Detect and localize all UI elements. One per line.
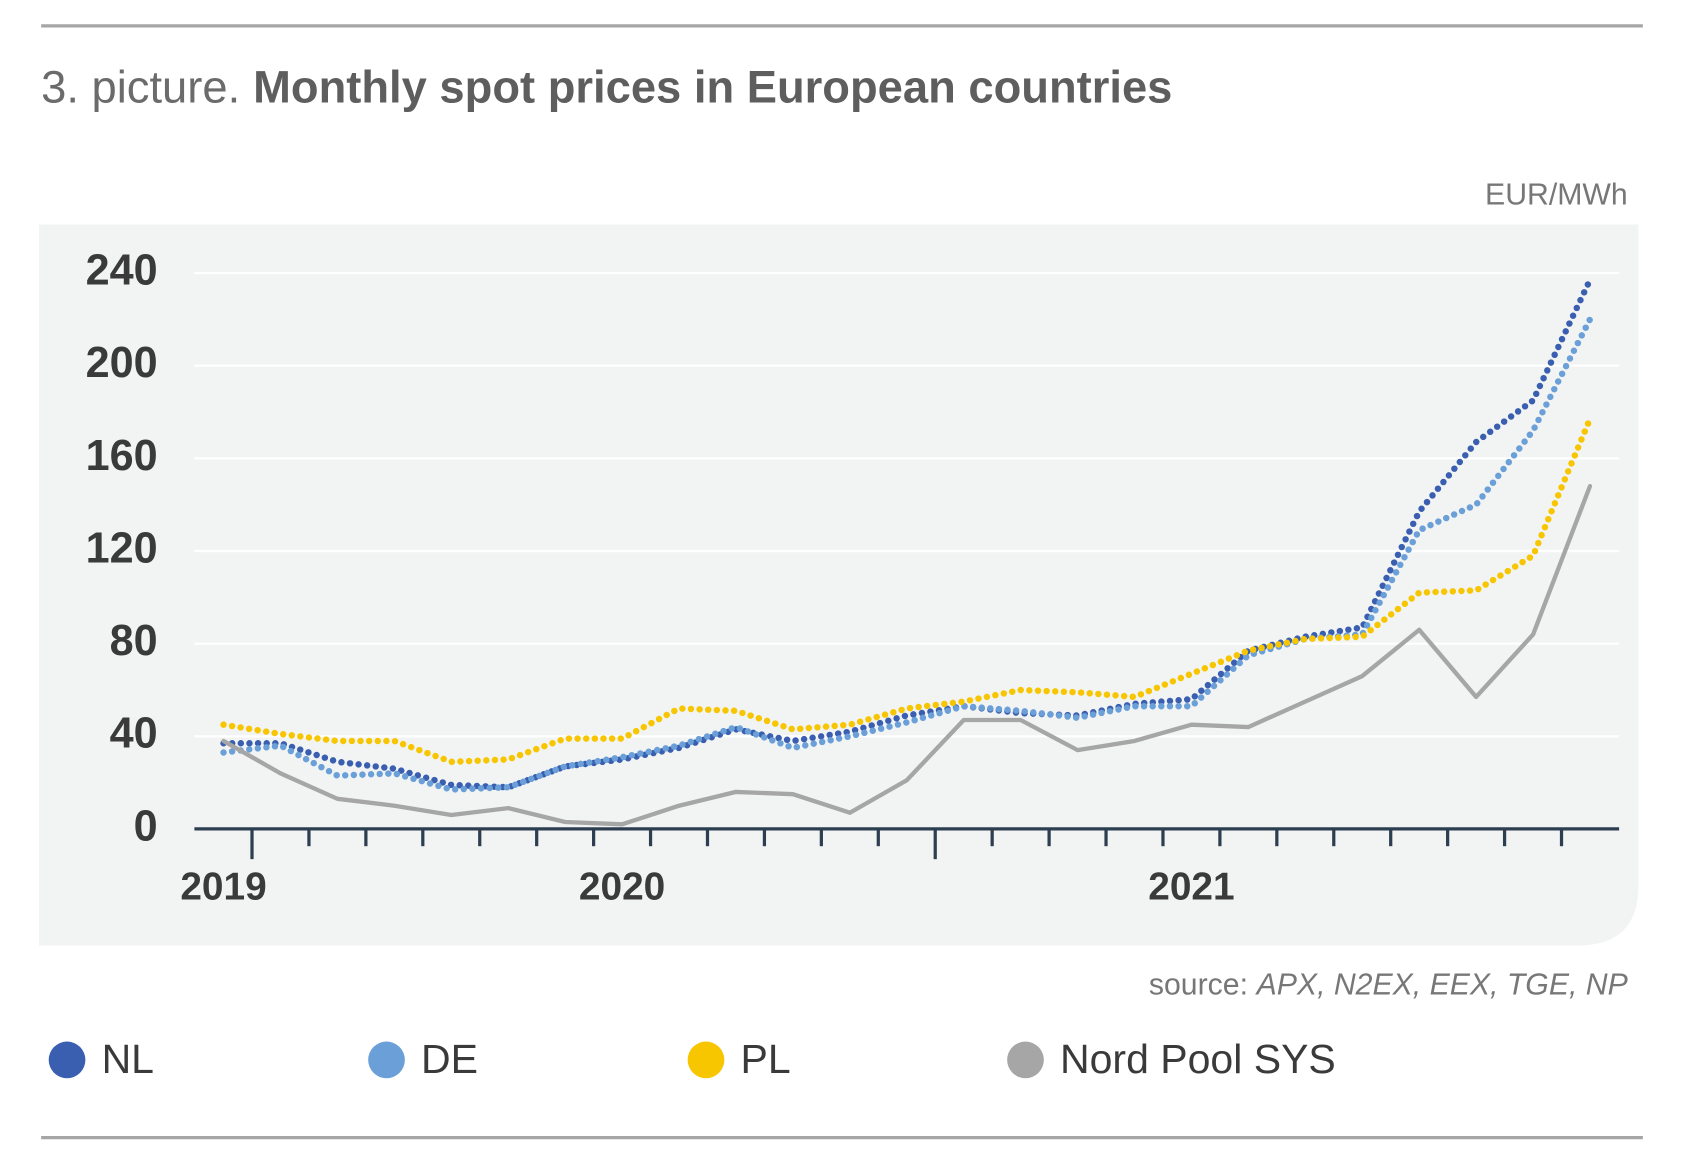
source-names: APX, N2EX, EEX, TGE, NP: [1255, 968, 1628, 1001]
legend-swatch: [1007, 1041, 1044, 1079]
legend-label: PL: [741, 1036, 791, 1082]
y-tick-label: 80: [110, 617, 158, 665]
series-line: [221, 483, 1593, 827]
legend-label: DE: [421, 1036, 478, 1082]
legend-swatch: [368, 1041, 405, 1079]
y-tick-label: 160: [86, 432, 158, 480]
y-tick-label: 40: [110, 710, 158, 758]
y-tick-label: 240: [86, 246, 158, 294]
legend-label: NL: [102, 1036, 154, 1082]
source-label: source:: [1149, 968, 1248, 1001]
legend-swatch: [687, 1041, 725, 1079]
plot-area: 0 40 80 120 160 200 240 2019 2020 2021: [86, 246, 1620, 909]
y-tick-label: 0: [134, 802, 158, 850]
series-line: [220, 415, 1594, 766]
y-tick-label: 120: [86, 524, 158, 572]
title-main: Monthly spot prices in European countrie…: [253, 62, 1172, 113]
unit-label: EUR/MWh: [1485, 178, 1628, 211]
y-tick-label: 200: [86, 339, 158, 387]
x-tick-label: 2020: [579, 866, 665, 909]
plot-panel: [38, 224, 1639, 946]
legend-swatch: [48, 1041, 86, 1079]
chart-title: 3. picture. Monthly spot prices in Europe…: [41, 62, 1172, 113]
x-tick-label: 2019: [180, 866, 266, 909]
legend: NL DE PL Nord Pool SYS: [48, 1036, 1336, 1082]
source: source: APX, N2EX, EEX, TGE, NP: [1149, 968, 1628, 1001]
series-line: [220, 276, 1594, 791]
legend-label: Nord Pool SYS: [1060, 1036, 1336, 1082]
title-prefix: 3. picture.: [41, 62, 240, 113]
x-tick-label: 2021: [1148, 866, 1234, 909]
